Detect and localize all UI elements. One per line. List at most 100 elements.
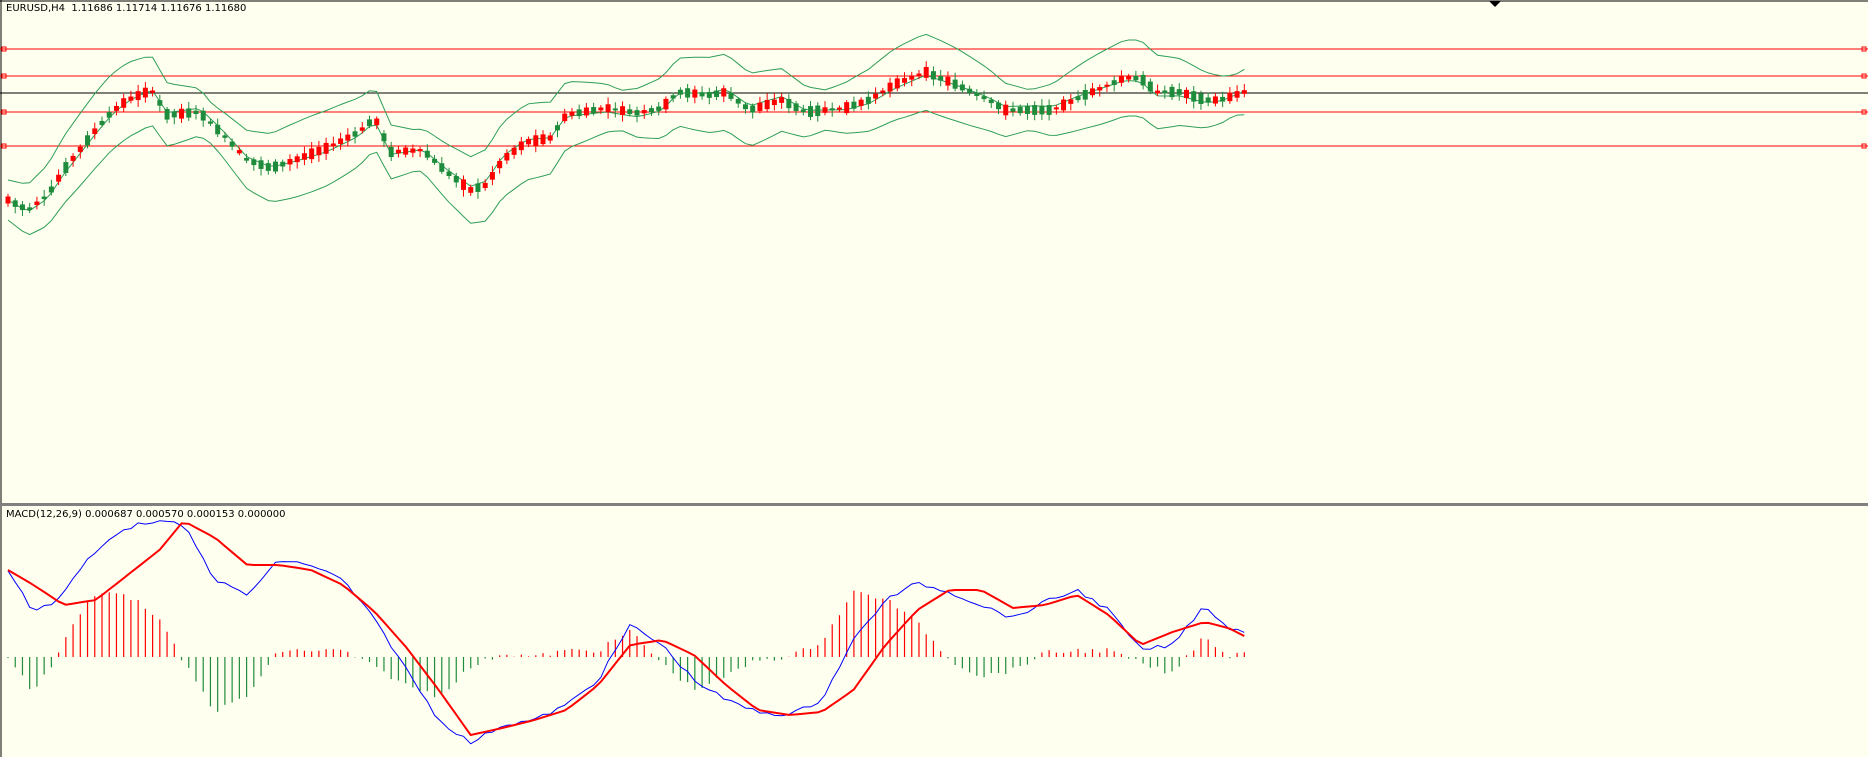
candle-body	[92, 128, 98, 135]
bollinger-lower	[7, 109, 1245, 236]
candle-body	[909, 75, 915, 80]
candle-body	[27, 207, 33, 211]
candle-body	[721, 88, 727, 97]
candle-body	[569, 112, 575, 116]
macd-line	[7, 520, 1245, 745]
candle-body	[800, 109, 806, 113]
bollinger-middle	[7, 74, 1245, 212]
macd-lines	[7, 520, 1245, 745]
candle-body	[489, 172, 495, 180]
candle-body	[1104, 84, 1110, 87]
candle-body	[85, 135, 91, 146]
candle-body	[663, 98, 669, 110]
signal-line	[7, 522, 1245, 737]
candle-body	[836, 107, 842, 110]
candle-body	[583, 107, 589, 116]
candle-body	[620, 106, 626, 115]
candle-body	[627, 109, 633, 115]
candle-body	[424, 150, 430, 158]
candle-body	[150, 90, 156, 93]
candle-body	[1241, 90, 1247, 94]
candle-body	[323, 142, 329, 154]
candle-body	[309, 148, 315, 160]
candle-body	[287, 159, 293, 165]
candle-body	[395, 149, 401, 154]
candle-body	[222, 135, 228, 138]
candle-body	[121, 98, 127, 108]
candle-body	[1068, 99, 1074, 104]
candle-body	[1111, 80, 1117, 86]
candle-body	[352, 131, 358, 137]
candle-body	[808, 106, 814, 117]
candle-body	[446, 171, 452, 177]
candle-body	[1183, 89, 1189, 99]
candle-body	[338, 138, 344, 144]
candle-body	[887, 82, 893, 92]
candle-body	[728, 92, 734, 99]
candle-body	[265, 163, 271, 171]
candle-body	[497, 160, 503, 169]
candle-body	[1010, 108, 1016, 112]
candle-body	[1039, 105, 1045, 115]
candle-body	[99, 120, 105, 125]
candle-body	[930, 71, 936, 80]
candle-body	[591, 107, 597, 114]
line-handle	[1861, 46, 1867, 52]
candle-body	[894, 78, 900, 89]
candle-body	[858, 99, 864, 106]
candle-body	[504, 152, 510, 161]
candle-body	[1024, 106, 1030, 114]
candle-body	[417, 149, 423, 152]
candle-body	[1227, 92, 1233, 102]
candle-body	[251, 159, 257, 166]
candle-body	[612, 108, 618, 111]
candle-body	[1169, 86, 1175, 98]
candle-body	[974, 92, 980, 96]
candle-body	[367, 119, 372, 127]
candle-body	[410, 148, 416, 153]
candle-body	[164, 108, 170, 120]
candle-body	[562, 113, 568, 122]
candle-body	[815, 105, 821, 117]
candle-body	[822, 107, 828, 113]
candle-body	[981, 96, 987, 100]
candles	[5, 61, 1247, 217]
candle-body	[1075, 96, 1081, 101]
line-handle	[1861, 73, 1867, 79]
candle-body	[771, 99, 777, 106]
candle-body	[280, 161, 286, 167]
candle-body	[967, 88, 973, 93]
candle-body	[692, 89, 698, 98]
candle-body	[757, 102, 763, 111]
candle-body	[511, 147, 517, 155]
candle-body	[77, 146, 83, 152]
candle-body	[1212, 96, 1218, 104]
candle-body	[1133, 75, 1139, 81]
candle-body	[229, 141, 235, 147]
candle-body	[475, 183, 481, 192]
candle-body	[142, 87, 148, 98]
candle-body	[1017, 106, 1023, 114]
candle-body	[829, 108, 835, 111]
candle-body	[186, 108, 192, 118]
candle-body	[215, 124, 221, 135]
candle-body	[1162, 90, 1168, 94]
candle-body	[1234, 91, 1240, 98]
candle-body	[714, 90, 720, 97]
candle-body	[301, 153, 307, 160]
line-handle	[1861, 109, 1867, 115]
candle-body	[938, 75, 944, 81]
candle-body	[526, 138, 532, 145]
candle-body	[533, 135, 539, 146]
candle-body	[670, 95, 676, 99]
candle-body	[453, 175, 459, 183]
candle-body	[605, 104, 611, 113]
candle-body	[1147, 81, 1153, 92]
candle-body	[244, 157, 250, 161]
line-handle	[1, 73, 7, 79]
candle-body	[844, 102, 850, 114]
candle-body	[1097, 87, 1103, 91]
candle-body	[1126, 76, 1132, 80]
